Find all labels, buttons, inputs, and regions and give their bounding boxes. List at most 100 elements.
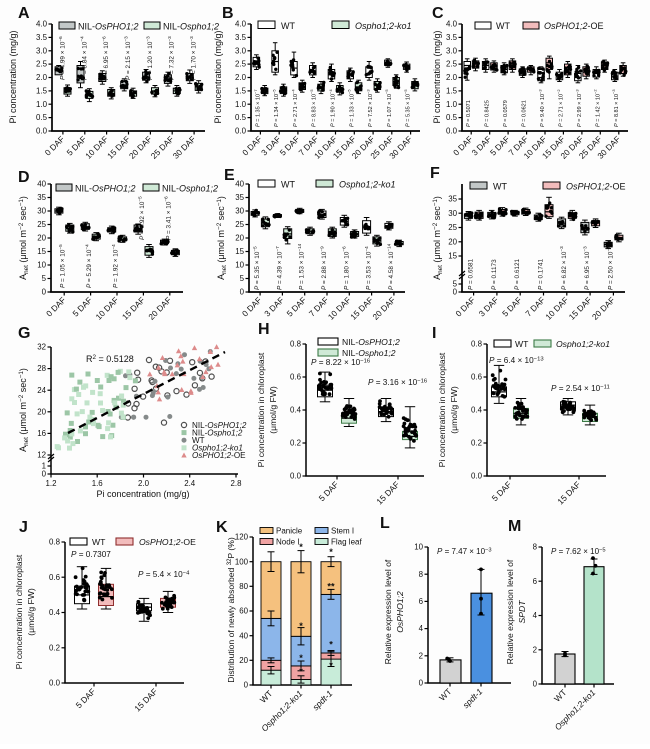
svg-text:Pi concentration (mg/g): Pi concentration (mg/g) <box>8 30 18 123</box>
svg-text:30: 30 <box>37 207 46 216</box>
svg-text:2.5: 2.5 <box>235 60 247 69</box>
svg-text:3.0: 3.0 <box>235 46 247 55</box>
svg-text:P = 2.54 × 10−11: P = 2.54 × 10−11 <box>551 384 610 393</box>
svg-text:20: 20 <box>235 234 244 243</box>
svg-text:1.5: 1.5 <box>446 87 458 96</box>
svg-text:120: 120 <box>235 533 249 542</box>
svg-text:Flag leaf: Flag leaf <box>331 538 362 547</box>
svg-text:2.8: 2.8 <box>231 479 243 488</box>
svg-text:2.0: 2.0 <box>36 73 48 82</box>
svg-text:Ospho1;2-ko1: Ospho1;2-ko1 <box>339 180 396 190</box>
svg-text:WT: WT <box>281 180 295 190</box>
svg-text:P = 9.40 × 10−3: P = 9.40 × 10−3 <box>537 89 546 127</box>
svg-text:OsPHO1;2-OE: OsPHO1;2-OE <box>544 21 604 31</box>
svg-text:(μmol/g FW): (μmol/g FW) <box>26 588 36 636</box>
svg-text:P = 8.83 × 10−5: P = 8.83 × 10−5 <box>309 89 318 127</box>
svg-text:P = 4.99 × 10−6: P = 4.99 × 10−6 <box>58 36 67 80</box>
svg-text:35: 35 <box>235 193 244 202</box>
svg-text:P = 5.29 × 10−4: P = 5.29 × 10−4 <box>85 244 94 288</box>
svg-text:12: 12 <box>37 451 46 460</box>
svg-text:WT: WT <box>515 339 529 349</box>
svg-text:P = 7.62 × 10−5: P = 7.62 × 10−5 <box>551 547 606 556</box>
svg-text:OsPHO1;2-OE: OsPHO1;2-OE <box>192 451 246 460</box>
svg-text:2.4: 2.4 <box>184 479 196 488</box>
svg-text:40: 40 <box>37 180 46 189</box>
svg-text:Anet (μmol m−2 sec−1): Anet (μmol m−2 sec−1) <box>18 196 30 280</box>
svg-text:8: 8 <box>419 570 424 579</box>
svg-text:30: 30 <box>235 207 244 216</box>
svg-text:*: * <box>299 621 303 631</box>
svg-text:6: 6 <box>533 577 538 586</box>
svg-text:Pi concentration in chloroplas: Pi concentration in chloroplast <box>14 554 24 669</box>
svg-text:4.0: 4.0 <box>446 20 458 29</box>
svg-text:0.4: 0.4 <box>471 406 483 415</box>
svg-text:P = 3.16 × 10−16: P = 3.16 × 10−16 <box>368 378 428 387</box>
svg-text:0.6: 0.6 <box>471 373 483 382</box>
svg-text:P = 1.07 × 10−5: P = 1.07 × 10−5 <box>384 89 393 127</box>
svg-text:D: D <box>18 169 30 186</box>
svg-text:P = 1.92 × 10−4: P = 1.92 × 10−4 <box>111 244 120 288</box>
svg-text:P = 1.42 × 10−2: P = 1.42 × 10−2 <box>593 89 602 127</box>
svg-text:Pi concentration in chloroplas: Pi concentration in chloroplast <box>437 352 447 467</box>
svg-text:P = 0.1173: P = 0.1173 <box>491 259 498 290</box>
svg-text:**: ** <box>327 581 335 591</box>
svg-text:1.0: 1.0 <box>446 100 458 109</box>
svg-text:0.5: 0.5 <box>235 113 247 122</box>
svg-text:0.5: 0.5 <box>36 113 48 122</box>
svg-text:WT: WT <box>496 21 510 31</box>
svg-text:P = 2.50 × 10−3: P = 2.50 × 10−3 <box>606 246 615 290</box>
svg-text:0.0: 0.0 <box>36 127 48 136</box>
svg-text:0.0: 0.0 <box>49 679 61 688</box>
svg-text:60: 60 <box>239 607 248 616</box>
svg-text:20: 20 <box>239 656 248 665</box>
svg-text:Anet (μmol m−2 sec−1): Anet (μmol m−2 sec−1) <box>216 196 228 280</box>
svg-text:P = 1.34 × 10−5: P = 1.34 × 10−5 <box>272 89 281 127</box>
svg-text:WT: WT <box>192 436 205 445</box>
svg-text:L: L <box>380 515 390 532</box>
svg-text:0.0: 0.0 <box>290 472 302 481</box>
svg-text:10: 10 <box>37 261 46 270</box>
svg-text:*: * <box>299 542 303 552</box>
svg-text:Node I: Node I <box>276 538 300 547</box>
svg-text:P = 6.92 × 10−5: P = 6.92 × 10−5 <box>137 196 146 240</box>
svg-text:NIL-OsPHO1;2: NIL-OsPHO1;2 <box>78 22 139 32</box>
svg-text:100: 100 <box>235 557 249 566</box>
svg-text:0.6: 0.6 <box>290 373 302 382</box>
svg-text:P = 6.82 × 10−3: P = 6.82 × 10−3 <box>559 246 568 290</box>
svg-text:1.6: 1.6 <box>92 479 104 488</box>
svg-text:P = 2.88 × 10−9: P = 2.88 × 10−9 <box>319 246 328 290</box>
svg-text:WT: WT <box>281 21 295 31</box>
svg-text:25: 25 <box>448 223 457 232</box>
svg-text:NIL-OsPHO1;2: NIL-OsPHO1;2 <box>342 337 400 347</box>
svg-text:4: 4 <box>533 611 538 620</box>
svg-text:P = 0.0621: P = 0.0621 <box>522 100 528 127</box>
svg-text:P = 7.52 × 10−3: P = 7.52 × 10−3 <box>366 89 375 127</box>
svg-text:P = 3.53 × 10−4: P = 3.53 × 10−4 <box>364 246 373 290</box>
svg-text:0.6: 0.6 <box>49 573 61 582</box>
svg-text:0.8: 0.8 <box>49 538 61 547</box>
svg-text:4: 4 <box>419 624 424 633</box>
svg-text:0.4: 0.4 <box>290 406 302 415</box>
svg-text:0.2: 0.2 <box>49 643 60 652</box>
svg-text:3.5: 3.5 <box>446 33 458 42</box>
svg-text:P = 0.8425: P = 0.8425 <box>485 100 491 127</box>
svg-text:2.0: 2.0 <box>446 73 458 82</box>
svg-text:8: 8 <box>533 543 538 552</box>
svg-text:16: 16 <box>37 429 46 438</box>
svg-text:P = 8.22 × 10−16: P = 8.22 × 10−16 <box>311 358 371 367</box>
svg-text:Pi concentration (mg/g): Pi concentration (mg/g) <box>96 489 189 499</box>
svg-text:P = 1.35 × 10−7: P = 1.35 × 10−7 <box>253 89 262 127</box>
svg-text:P = 1.05 × 10−5: P = 1.05 × 10−5 <box>58 244 67 288</box>
svg-text:1.2: 1.2 <box>46 479 57 488</box>
svg-text:5: 5 <box>453 280 458 289</box>
svg-text:P = 7.32 × 10−3: P = 7.32 × 10−3 <box>167 36 176 80</box>
svg-text:3.0: 3.0 <box>36 46 48 55</box>
svg-text:0: 0 <box>453 288 458 297</box>
svg-text:*: * <box>299 653 303 663</box>
svg-text:(μmol/g FW): (μmol/g FW) <box>449 386 459 434</box>
svg-text:0: 0 <box>240 288 245 297</box>
svg-text:P = 2.71 × 10−4: P = 2.71 × 10−4 <box>290 89 299 127</box>
svg-text:Panicle: Panicle <box>276 527 303 536</box>
svg-text:*: * <box>329 639 333 649</box>
svg-text:4.0: 4.0 <box>36 20 48 29</box>
